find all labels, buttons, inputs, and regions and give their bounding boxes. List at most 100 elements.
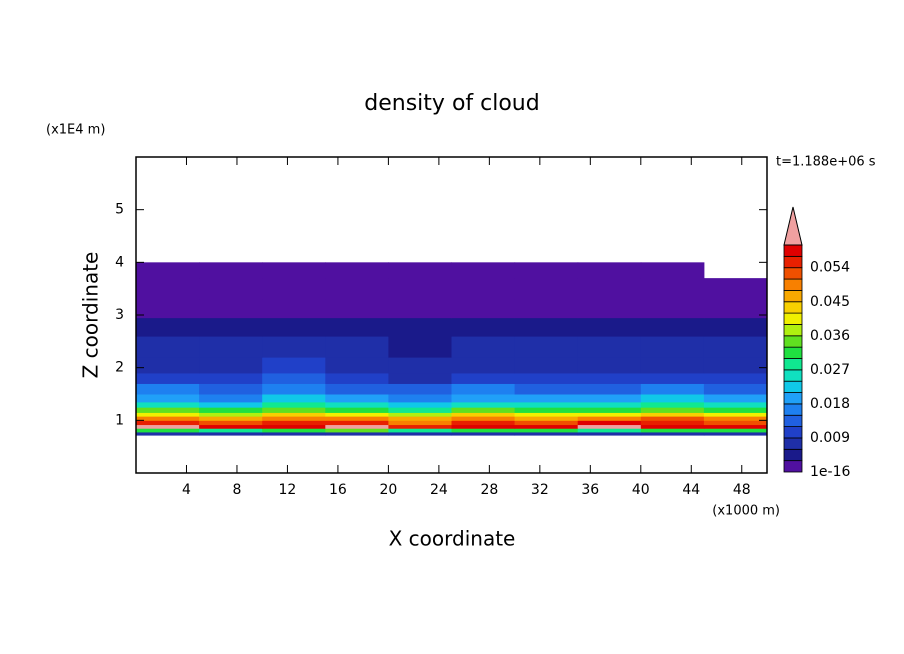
colorbar-band (783, 324, 803, 337)
field-cell (325, 428, 389, 433)
field-cell (388, 424, 452, 429)
field-cell (640, 299, 705, 319)
x-tick-label: 20 (379, 482, 397, 498)
field-cell (136, 412, 200, 417)
field-cell (262, 262, 326, 279)
field-cell (325, 262, 389, 279)
field-cell (514, 428, 579, 433)
field-cell (640, 420, 705, 426)
colorbar-band (783, 426, 803, 439)
field-cell (136, 394, 200, 403)
field-cell (325, 394, 389, 403)
colorbar-tick-label: 1e-16 (810, 464, 850, 480)
field-cell (199, 357, 263, 374)
x-tick-label: 40 (632, 482, 650, 498)
x-tick-label: 44 (682, 482, 700, 498)
field-cell (514, 394, 579, 403)
field-cell (640, 372, 705, 384)
field-cell (262, 416, 326, 421)
field-cell (388, 394, 452, 403)
field-cell (640, 278, 705, 300)
colorbar-band (783, 255, 803, 269)
x-tick-label: 8 (232, 482, 241, 498)
field-cell (640, 401, 705, 408)
colorbar-band (783, 278, 803, 291)
field-cell (388, 431, 452, 436)
field-cell (136, 357, 200, 374)
field-cell (451, 431, 516, 436)
y-tick-label: 5 (115, 202, 124, 218)
field-cell (640, 336, 705, 358)
field-cell (388, 412, 452, 417)
colorbar-band (783, 289, 803, 303)
field-cell (577, 394, 642, 403)
field-cell (136, 299, 200, 319)
field-cell (703, 336, 768, 358)
field-cell (514, 383, 579, 395)
y-axis-title: Z coordinate (79, 252, 103, 379)
field-cell (451, 317, 516, 337)
field-cell (577, 412, 642, 417)
y-tick-label: 4 (115, 254, 124, 270)
field-cell (136, 372, 200, 384)
field-cell (514, 262, 579, 279)
y-tick-label: 3 (115, 307, 124, 323)
time-label: t=1.188e+06 s (776, 155, 876, 170)
colorbar-band (783, 380, 803, 393)
field-cell (199, 424, 263, 429)
field-cell (451, 383, 516, 395)
field-cell (388, 428, 452, 433)
field-cell (262, 407, 326, 413)
field-cell (703, 317, 768, 337)
colorbar-band (783, 358, 803, 371)
y-tick-label: 1 (115, 412, 124, 428)
field-cell (577, 372, 642, 384)
field-cell (451, 416, 516, 421)
y-unit: (x1E4 m) (46, 123, 105, 138)
field-cell (199, 394, 263, 403)
field-cell (451, 428, 516, 433)
colorbar-band (783, 392, 803, 405)
field-cell (199, 383, 263, 395)
field-cell (640, 262, 705, 279)
x-tick-label: 24 (430, 482, 448, 498)
field-cell (640, 383, 705, 395)
colorbar-tick-label: 0.045 (810, 294, 850, 310)
field-cell (640, 357, 705, 374)
x-tick-label: 48 (733, 482, 751, 498)
field-cell (136, 401, 200, 408)
field-cell (514, 278, 579, 300)
field-cell (451, 278, 516, 300)
field-cell (262, 299, 326, 319)
y-tick-label: 2 (115, 360, 124, 376)
colorbar-tick-label: 0.018 (810, 396, 850, 412)
field-cell (388, 416, 452, 421)
field-cell (136, 336, 200, 358)
colorbar-tick-label: 0.009 (810, 430, 850, 446)
field-cell (262, 394, 326, 403)
field-cell (199, 278, 263, 300)
x-axis-title: X coordinate (389, 527, 516, 551)
field-cell (262, 278, 326, 300)
field-cell (199, 372, 263, 384)
field-cell (577, 407, 642, 413)
field-cell (199, 336, 263, 358)
field-cell (388, 357, 452, 374)
field-cell (262, 420, 326, 426)
field-cell (577, 428, 642, 433)
field-cell (703, 372, 768, 384)
colorbar-tick-label: 0.054 (810, 260, 850, 276)
field-cell (514, 357, 579, 374)
x-tick-label: 28 (480, 482, 498, 498)
field-cell (703, 394, 768, 403)
field-cell (451, 424, 516, 429)
field-cell (388, 299, 452, 319)
colorbar-tick-label: 0.036 (810, 328, 850, 344)
x-unit: (x1000 m) (712, 504, 780, 519)
field-cell (262, 401, 326, 408)
field-cell (388, 420, 452, 426)
field-cell (577, 317, 642, 337)
field-cell (640, 317, 705, 337)
field-cell (703, 299, 768, 319)
